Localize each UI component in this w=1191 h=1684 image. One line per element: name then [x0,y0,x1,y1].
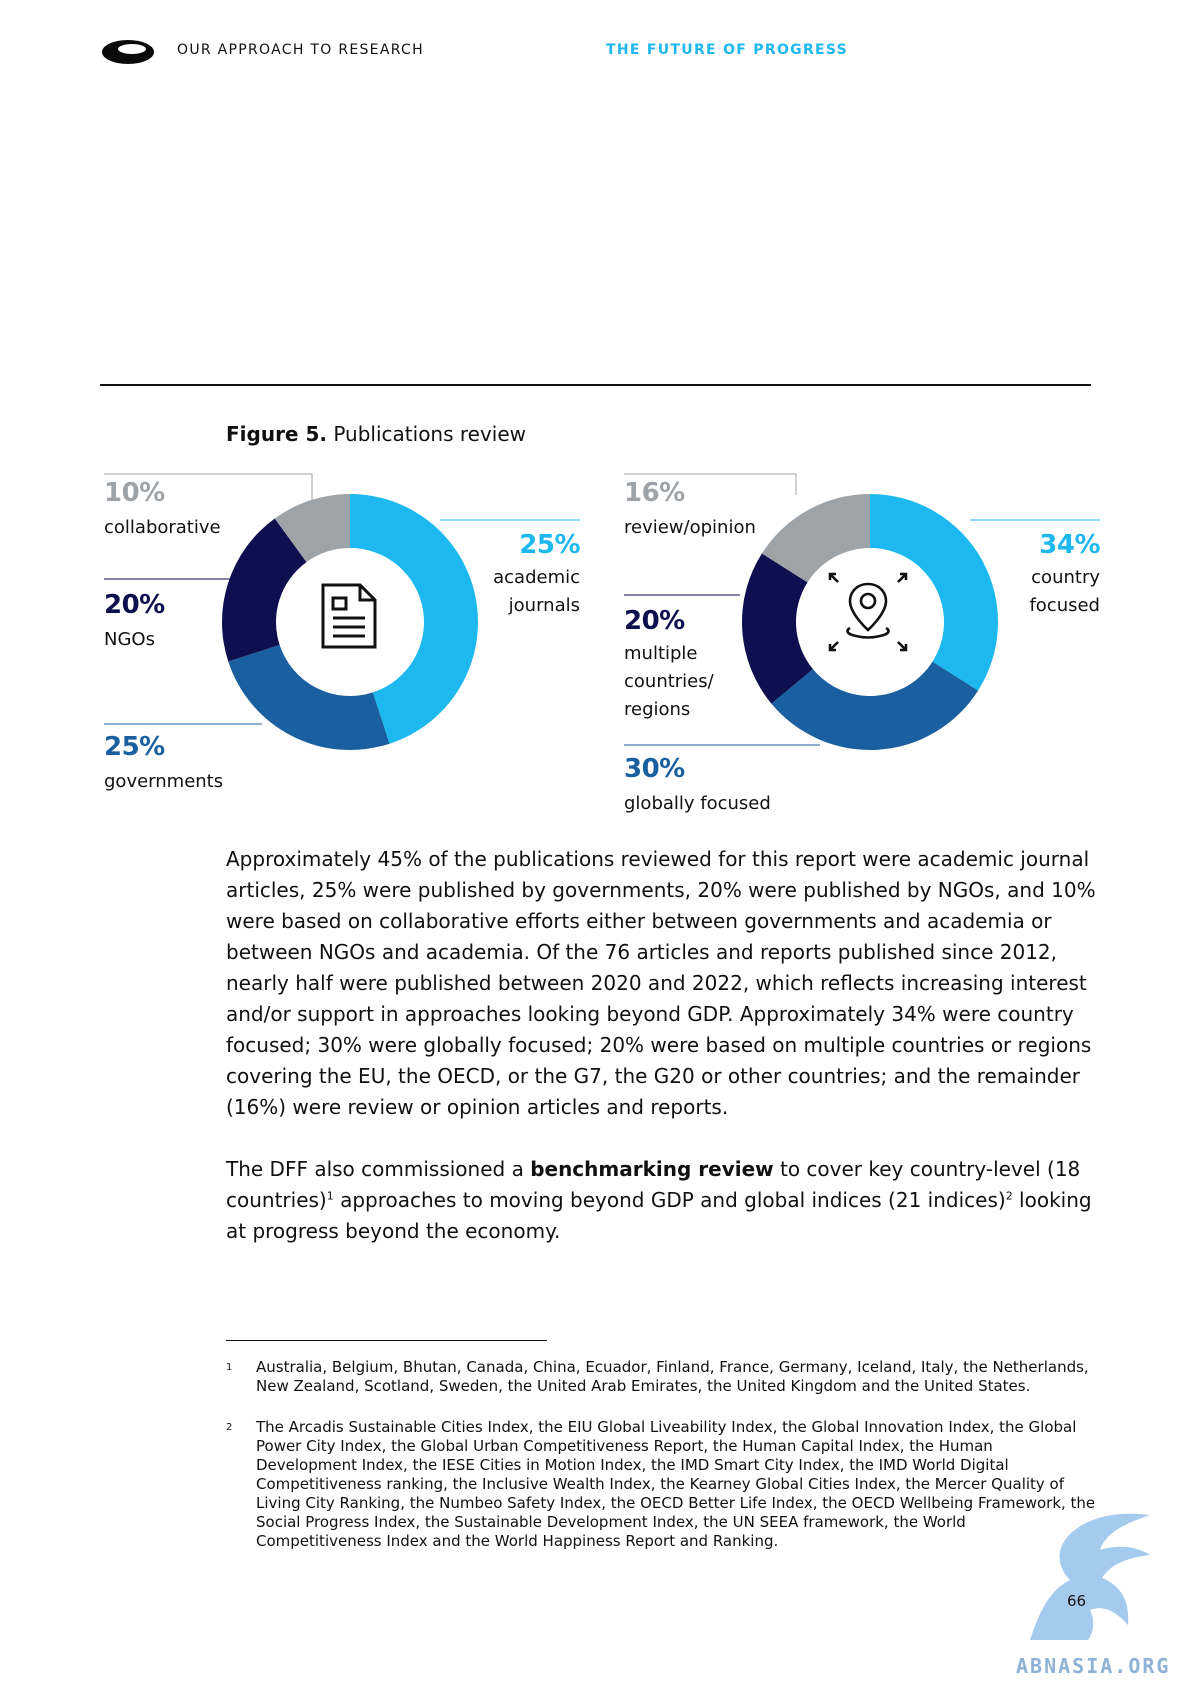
label-collaborative-pct: 10% [104,478,165,508]
figure-label: Figure 5. [226,422,327,446]
donut-slice-ngos [222,518,307,662]
label-ngos-pct: 20% [104,590,165,620]
footnote-divider [226,1340,547,1341]
map-pin-arrows-icon [828,572,908,652]
donut-chart-publication-source [222,494,478,750]
body-text: Approximately 45% of the publications re… [226,844,1106,1278]
donut-slice-country-focused [870,494,998,691]
leader-lines [104,473,1100,746]
label-collaborative: collaborative [104,517,221,538]
figure-title: Publications review [333,422,527,446]
footnote-ref-2[interactable]: 2 [1005,1189,1013,1203]
label-academic-line1: academic [493,567,580,588]
report-title: THE FUTURE OF PROGRESS [606,42,849,58]
label-country-line2: focused [1029,595,1100,616]
paragraph-1: Approximately 45% of the publications re… [226,847,1096,1119]
label-country-pct: 34% [1039,530,1100,560]
label-multiple-line2: countries/ [624,671,714,692]
brand-logo [102,40,154,64]
griffin-watermark-logo [1030,1513,1150,1640]
paragraph-2: The DFF also commissioned a benchmarking… [226,1157,1092,1243]
donut-slice-multiple-countries-regions [742,553,813,704]
donut-slice-review-opinion [761,494,870,583]
label-review: review/opinion [624,517,756,538]
document-icon [321,583,377,649]
label-global-pct: 30% [624,754,685,784]
footnote-2-text: The Arcadis Sustainable Cities Index, th… [256,1418,1096,1550]
donut-slice-governments [228,644,390,750]
donut-slice-academic-journals [350,494,478,744]
label-multiple-line1: multiple [624,643,698,664]
label-academic-line2: journals [508,595,580,616]
donut-chart-geographic-focus [742,494,998,750]
label-governments-pct: 25% [104,732,165,762]
footnote-ref-1[interactable]: 1 [326,1189,334,1203]
watermark-text: ABNASIA.ORG [1016,1654,1171,1678]
label-country-line1: country [1031,567,1100,588]
donut-slice-globally-focused [771,661,979,750]
footnote-2: 2 The Arcadis Sustainable Cities Index, … [226,1418,1096,1551]
label-multiple-line3: regions [624,699,691,720]
section-title: OUR APPROACH TO RESEARCH [177,42,424,58]
label-governments: governments [104,771,224,792]
label-multiple-pct: 20% [624,606,685,636]
label-review-pct: 16% [624,478,685,508]
section-divider [100,384,1091,386]
footnote-2-number: 2 [226,1422,233,1433]
footnote-1-number: 1 [226,1362,233,1373]
benchmarking-review-bold: benchmarking review [530,1157,774,1181]
label-ngos: NGOs [104,629,155,650]
footnote-1: 1 Australia, Belgium, Bhutan, Canada, Ch… [226,1358,1096,1396]
donut-slice-collaborative [274,494,350,563]
label-global: globally focused [624,793,771,814]
label-academic-pct: 25% [519,530,580,560]
page-number: 66 [1067,1592,1087,1610]
figure-caption: Figure 5. Publications review [226,422,526,446]
footnote-1-text: Australia, Belgium, Bhutan, Canada, Chin… [256,1358,1089,1395]
